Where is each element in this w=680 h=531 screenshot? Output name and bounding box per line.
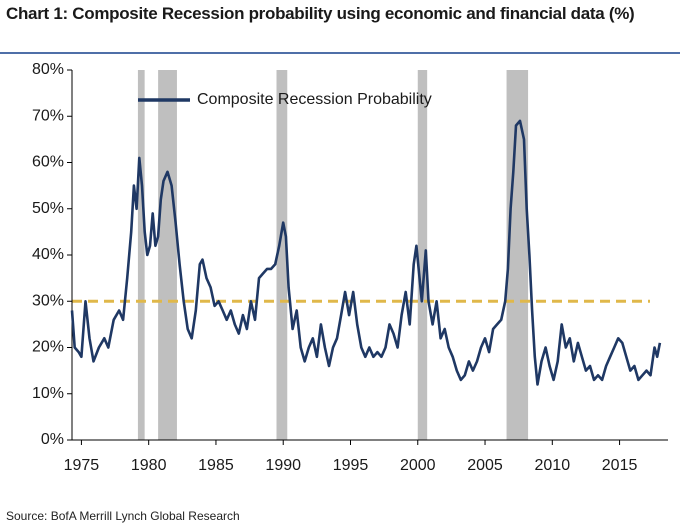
chart: 0% 10% 20% 30% 40% 50% 60% 70% 80% 1975 1980 1985 19… bbox=[32, 61, 668, 474]
x-tick-label: 2005 bbox=[467, 457, 503, 474]
series-line bbox=[70, 119, 662, 386]
y-tick-label: 20% bbox=[32, 339, 64, 356]
source-note: Source: BofA Merrill Lynch Global Resear… bbox=[6, 509, 240, 523]
y-tick-label: 10% bbox=[32, 385, 64, 402]
recession-band bbox=[506, 70, 529, 440]
title-rule bbox=[0, 52, 680, 54]
y-tick-label: 40% bbox=[32, 246, 64, 263]
x-tick-label: 1985 bbox=[198, 457, 234, 474]
recession-band bbox=[417, 70, 428, 440]
x-tick-label: 2000 bbox=[400, 457, 436, 474]
x-tick-label: 1990 bbox=[265, 457, 301, 474]
y-tick-label: 50% bbox=[32, 200, 64, 217]
y-tick-label: 60% bbox=[32, 154, 64, 171]
chart-title: Chart 1: Composite Recession probability… bbox=[6, 4, 635, 23]
recession-band bbox=[137, 70, 145, 440]
y-tick-label: 0% bbox=[41, 431, 64, 448]
x-tick-label: 1980 bbox=[131, 457, 167, 474]
x-tick-label: 2015 bbox=[602, 457, 638, 474]
y-tick-label: 70% bbox=[32, 107, 64, 124]
x-tick-label: 2010 bbox=[535, 457, 571, 474]
x-tick-label: 1975 bbox=[64, 457, 100, 474]
y-tick-label: 30% bbox=[32, 292, 64, 309]
legend-label: Composite Recession Probability bbox=[197, 91, 432, 108]
x-tick-label: 1995 bbox=[333, 457, 369, 474]
y-tick-label: 80% bbox=[32, 61, 64, 78]
recession-band bbox=[276, 70, 288, 440]
recession-band bbox=[158, 70, 177, 440]
